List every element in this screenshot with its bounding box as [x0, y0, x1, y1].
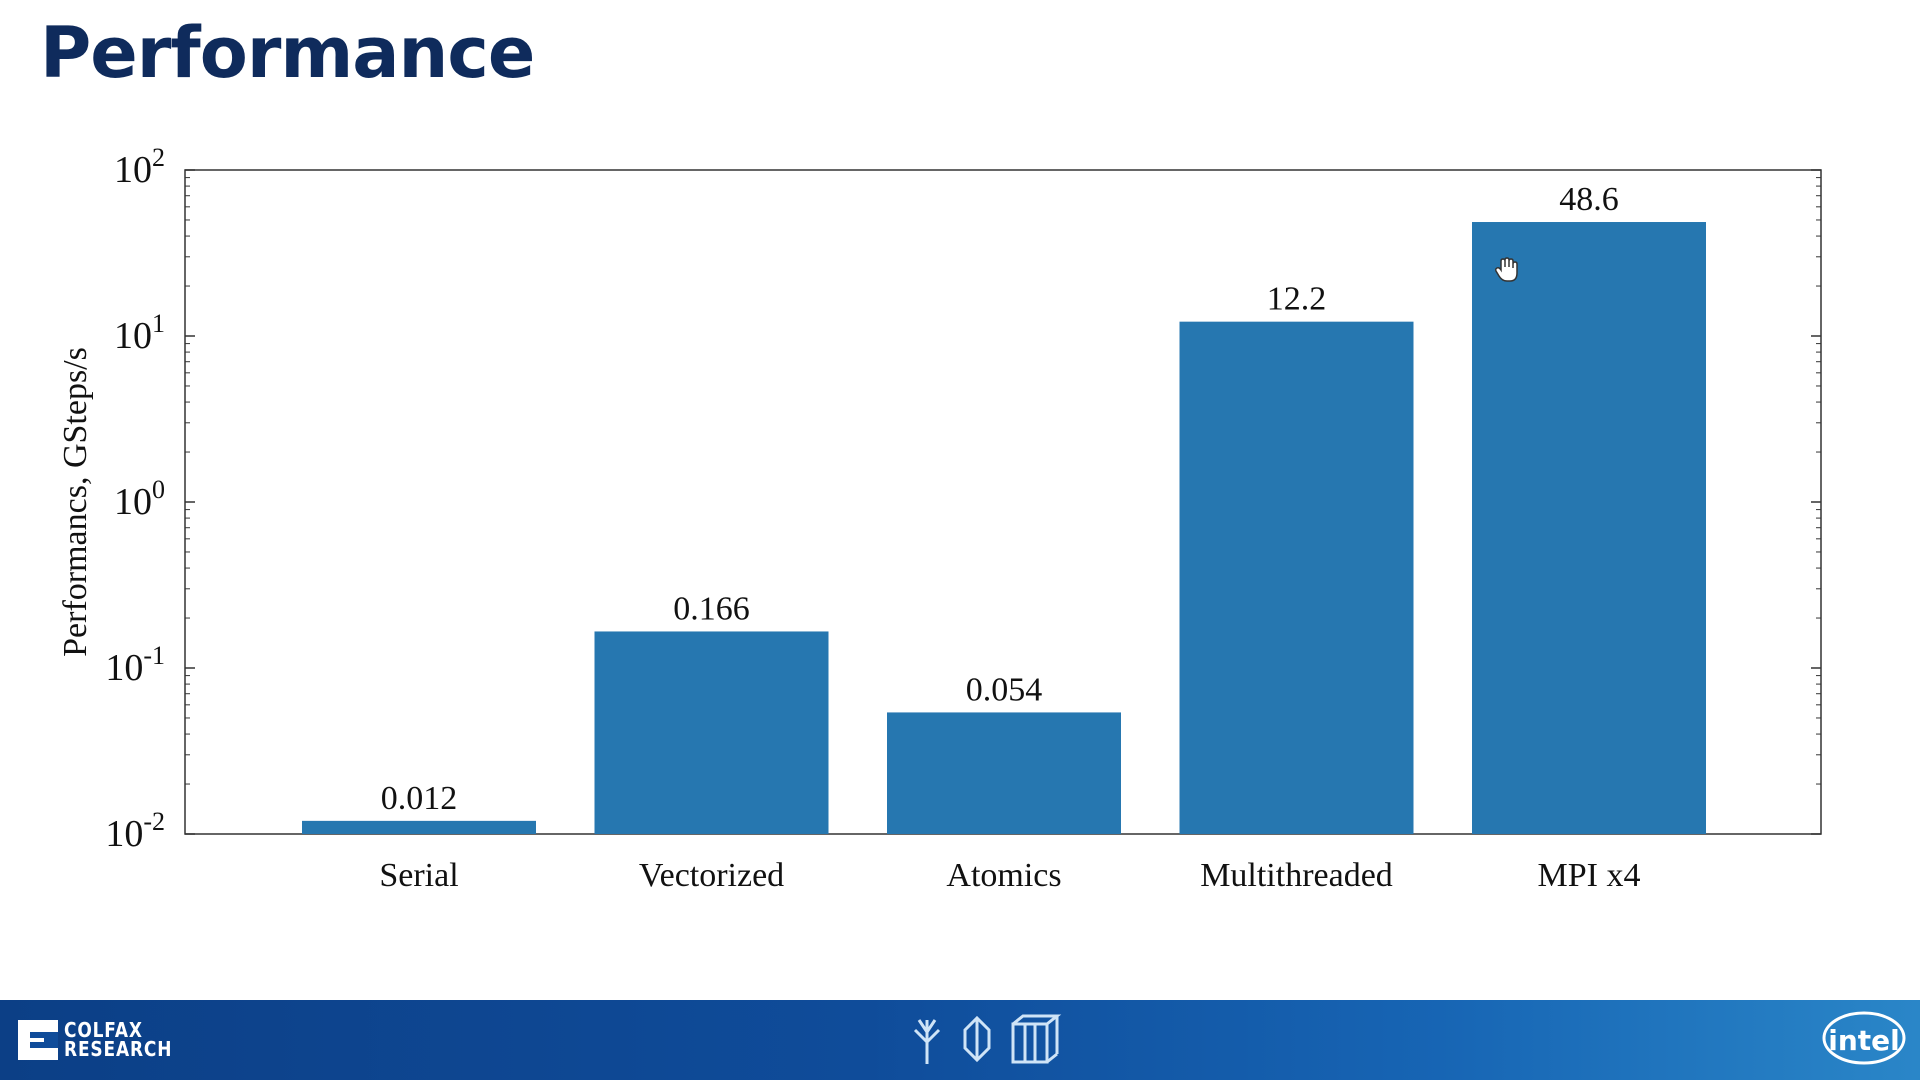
x-tick-label: MPI x4 [1538, 857, 1641, 894]
bar-value-label: 12.2 [1267, 281, 1327, 318]
bar-value-label: 0.012 [381, 780, 458, 817]
intel-logo: intel [1822, 1010, 1906, 1066]
slide-title: Performance [40, 12, 535, 94]
logo-line-2: RESEARCH [64, 1037, 173, 1061]
bar [887, 712, 1121, 834]
bar [594, 631, 829, 834]
crystal-icon [963, 1015, 991, 1063]
colfax-logo: COLFAX RESEARCH [18, 1018, 191, 1062]
x-tick-label: Multithreaded [1200, 857, 1393, 894]
x-tick-label: Serial [379, 857, 458, 894]
y-tick-label: 102 [114, 143, 165, 191]
y-tick-label: 10-1 [105, 641, 165, 689]
x-tick-label: Atomics [946, 857, 1061, 894]
footer-center-icons [905, 1012, 1065, 1073]
cube-icon [1011, 1014, 1062, 1064]
bar-chart: 10-2 10-1 100 101 102 Performancs, GSteps/s 0.… [57, 143, 1822, 894]
bar-value-label: 0.166 [673, 590, 750, 627]
footer-bar: COLFAX RESEARCH [0, 1000, 1920, 1080]
y-axis-label: Performancs, GSteps/s [57, 347, 94, 657]
colfax-mark-icon [18, 1020, 58, 1060]
bar [302, 820, 536, 834]
tree-icon [913, 1019, 941, 1064]
bar [1472, 222, 1706, 835]
y-tick-label: 101 [114, 309, 165, 357]
bar [1179, 321, 1414, 834]
y-tick-label: 100 [114, 475, 165, 523]
bar-value-label: 0.054 [966, 671, 1043, 708]
x-tick-label: Vectorized [639, 857, 784, 894]
bar-value-label: 48.6 [1559, 181, 1619, 218]
logo-line-1: COLFAX [64, 1018, 143, 1042]
hand-cursor-icon [1493, 256, 1523, 291]
intel-logo-text: intel [1828, 1024, 1900, 1057]
y-tick-label: 10-2 [105, 807, 165, 855]
